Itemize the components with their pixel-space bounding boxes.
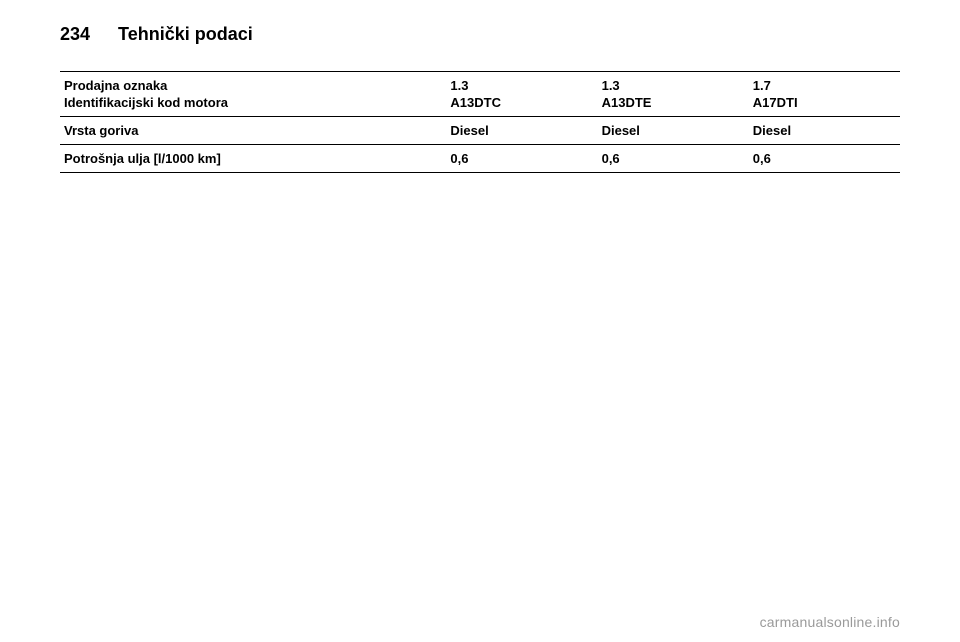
row-label-cell: Vrsta goriva — [60, 117, 446, 145]
value-cell: 1.3 A13DTE — [598, 72, 749, 117]
engine-data-table: Prodajna oznaka Identifikacijski kod mot… — [60, 71, 900, 173]
manual-page: 234 Tehnički podaci Prodajna oznaka Iden… — [0, 0, 960, 173]
value-cell: 1.7 A17DTI — [749, 72, 900, 117]
cell-text: 0,6 — [753, 151, 771, 166]
value-cell: 0,6 — [446, 145, 597, 173]
cell-text: A13DTE — [602, 93, 745, 110]
table-row: Prodajna oznaka Identifikacijski kod mot… — [60, 72, 900, 117]
cell-text: A17DTI — [753, 93, 896, 110]
page-header: 234 Tehnički podaci — [60, 24, 900, 45]
value-cell: 0,6 — [598, 145, 749, 173]
cell-text: Potrošnja ulja [l/1000 km] — [64, 151, 221, 166]
cell-text: Diesel — [602, 123, 640, 138]
cell-text: 1.3 — [602, 78, 620, 93]
table-row: Vrsta goriva Diesel Diesel Diesel — [60, 117, 900, 145]
value-cell: Diesel — [598, 117, 749, 145]
cell-text: Identifikacijski kod motora — [64, 93, 442, 110]
value-cell: Diesel — [749, 117, 900, 145]
row-label-cell: Potrošnja ulja [l/1000 km] — [60, 145, 446, 173]
cell-text: Prodajna oznaka — [64, 78, 167, 93]
cell-text: Vrsta goriva — [64, 123, 138, 138]
page-number: 234 — [60, 24, 90, 45]
cell-text: 0,6 — [602, 151, 620, 166]
watermark-text: carmanualsonline.info — [760, 614, 900, 630]
cell-text: 1.7 — [753, 78, 771, 93]
value-cell: Diesel — [446, 117, 597, 145]
cell-text: 1.3 — [450, 78, 468, 93]
value-cell: 1.3 A13DTC — [446, 72, 597, 117]
row-label-cell: Prodajna oznaka Identifikacijski kod mot… — [60, 72, 446, 117]
cell-text: Diesel — [753, 123, 791, 138]
cell-text: 0,6 — [450, 151, 468, 166]
table-row: Potrošnja ulja [l/1000 km] 0,6 0,6 0,6 — [60, 145, 900, 173]
section-title: Tehnički podaci — [118, 24, 253, 45]
value-cell: 0,6 — [749, 145, 900, 173]
cell-text: A13DTC — [450, 93, 593, 110]
cell-text: Diesel — [450, 123, 488, 138]
